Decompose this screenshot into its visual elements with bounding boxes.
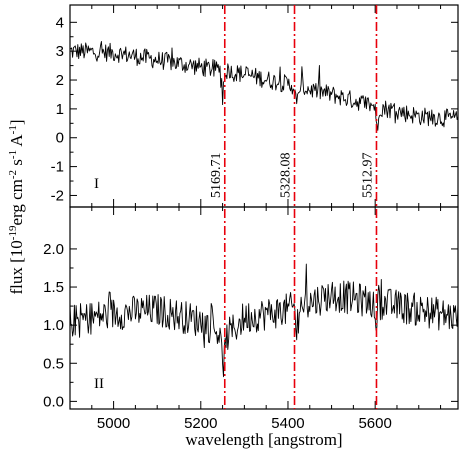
y-tick-label: 1 xyxy=(56,101,64,118)
top-spectrum xyxy=(69,41,459,131)
top-axis-ticks: -2 -1 0 1 2 3 4 xyxy=(51,5,458,207)
reference-lines: 5169.71 5328.08 5512.97 xyxy=(209,5,378,409)
y-tick-label: 4 xyxy=(56,14,64,31)
bottom-panel-frame xyxy=(69,206,459,410)
bottom-panel-label: II xyxy=(94,376,104,392)
reference-line-label: 5328.08 xyxy=(279,153,294,199)
y-axis-title-part1: flux [10 xyxy=(7,240,26,294)
y-axis-title-part2: erg cm xyxy=(7,179,26,225)
top-panel-label: I xyxy=(94,176,99,192)
y-tick-label: 2.0 xyxy=(43,241,64,258)
y-tick-label: -1 xyxy=(51,159,64,176)
x-tick-label: 5200 xyxy=(184,415,217,432)
x-axis-ticks: 5000 5200 5400 5600 xyxy=(97,415,392,432)
panel-bottom: 0.0 0.5 1.0 1.5 2.0 II xyxy=(43,206,459,410)
y-axis-title-exp1: -19 xyxy=(7,225,19,240)
reference-line-label: 5169.71 xyxy=(209,153,224,199)
y-tick-label: 2 xyxy=(56,72,64,89)
bottom-axis-ticks: 0.0 0.5 1.0 1.5 2.0 xyxy=(43,207,458,410)
x-tick-label: 5400 xyxy=(271,415,304,432)
y-tick-label: 0.0 xyxy=(43,393,64,410)
y-axis-title-exp4: -1 xyxy=(7,125,19,134)
y-axis-title-exp2: -2 xyxy=(7,170,19,179)
x-axis-title: wavelength [angstrom] xyxy=(185,430,342,449)
y-tick-label: 0 xyxy=(56,130,64,147)
y-tick-label: 1.5 xyxy=(43,279,64,296)
y-tick-label: 1.0 xyxy=(43,317,64,334)
y-axis-title-part4: A xyxy=(7,134,26,150)
bottom-spectrum xyxy=(69,263,459,378)
y-tick-label: 3 xyxy=(56,43,64,60)
y-tick-label: 0.5 xyxy=(43,355,64,372)
spectrum-line-panel-II xyxy=(69,263,459,378)
spectrum-line-panel-I xyxy=(69,41,459,131)
x-tick-label: 5600 xyxy=(358,415,391,432)
y-axis-title-end: ] xyxy=(7,119,26,125)
y-axis-title: flux [10-19erg cm-2 s-1 A-1] xyxy=(7,119,26,294)
x-tick-label: 5000 xyxy=(97,415,130,432)
reference-line-label: 5512.97 xyxy=(360,153,375,199)
y-tick-label: -2 xyxy=(51,187,64,204)
y-axis-title-part3: s xyxy=(7,159,26,170)
y-axis-title-exp3: -1 xyxy=(7,150,19,159)
